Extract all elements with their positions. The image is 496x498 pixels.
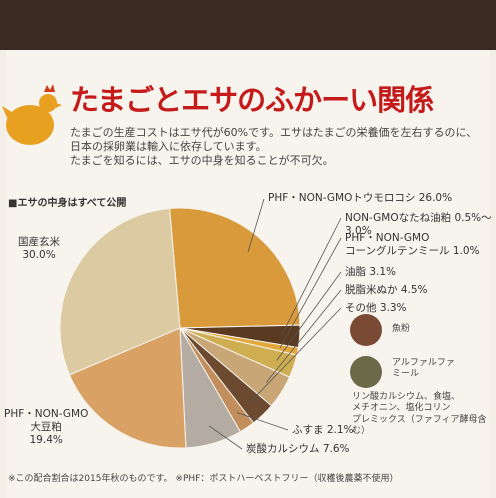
slice-label: ふすま 2.1% [292,424,354,437]
category-label: PHF・NON-GMOトウモロコシ [268,192,416,204]
value-label: 2.1% [326,424,354,436]
body-text: 日本の採卵業は輸入に依存しています。 [70,140,267,153]
slice-label: 国産玄米 30.0% [18,236,60,262]
value-label: 0.5%〜3.0% [345,212,492,238]
background-band [0,0,496,50]
leader-line [250,307,342,403]
slice-label: 脱脂米ぬか 4.5% [345,284,428,297]
category-label: NON-GMOなたね油粕 [345,212,452,224]
leader-line [208,425,243,450]
value-label: 3.1% [369,266,397,278]
note: アルファルファ ミール [392,358,455,380]
pie-slice [68,327,187,449]
category-label: その他 [345,302,377,314]
chart-title: ■エサの中身はすべて公開 [8,198,127,209]
slice-label: NON-GMOなたね油粕 0.5%〜3.0% [345,212,496,238]
leader-line [236,412,289,431]
leader-line [281,217,342,336]
slice-label: PHF・NON-GMOトウモロコシ 26.0% [268,192,452,205]
value-label: 3.3% [379,302,407,314]
note: リン酸カルシウム、食塩、 メチオニン、塩化コリン プレミックス（ファフィア酵母含… [352,392,487,436]
category-label: PHF・NON-GMO コーングルテンミール [345,232,450,258]
alfalfa-icon [350,356,382,388]
category-label: PHF・NON-GMO 大豆粕 [4,408,89,434]
value-label: 26.0% [418,192,453,204]
note: 魚粉 [392,324,411,334]
slice-label: PHF・NON-GMO 大豆粕 19.4% [4,408,88,447]
category-label: ふすま [292,424,324,436]
pie-slice [168,207,301,329]
leader-line [265,289,342,383]
leader-line [247,198,265,253]
footnote: ※この配合割合は2015年秋のものです。 ※PHF：ポストハーベストフリー（収穫… [8,474,399,484]
category-label: 炭酸カルシウム [246,443,320,455]
slice-label: 炭酸カルシウム 7.6% [246,443,350,456]
chicken-icon [2,84,62,145]
body-text: たまごの生産コストはエサ代が60%です。エサはたまごの栄養価を左右するのに、 [70,126,478,139]
category-label: 油脂 [345,266,366,278]
value-label: 30.0% [22,249,56,262]
category-label: 脱脂米ぬか [345,284,398,296]
leader-line [276,271,342,361]
category-label: 国産玄米 [18,236,60,248]
body-text: たまごを知るには、エサの中身を知ることが不可欠。 [70,154,334,167]
value-label: 7.6% [322,443,350,455]
slice-label: その他 3.3% [345,302,407,315]
slice-label: PHF・NON-GMO コーングルテンミール 1.0% [345,232,480,258]
value-label: 1.0% [452,245,480,258]
title: たまごとエサのふかーい関係 [70,83,434,117]
pie-slice [59,207,181,376]
value-label: 19.4% [29,434,63,447]
fish-meal-icon [350,314,382,346]
leader-line [279,237,342,349]
slice-label: 油脂 3.1% [345,266,396,279]
value-label: 4.5% [400,284,428,296]
